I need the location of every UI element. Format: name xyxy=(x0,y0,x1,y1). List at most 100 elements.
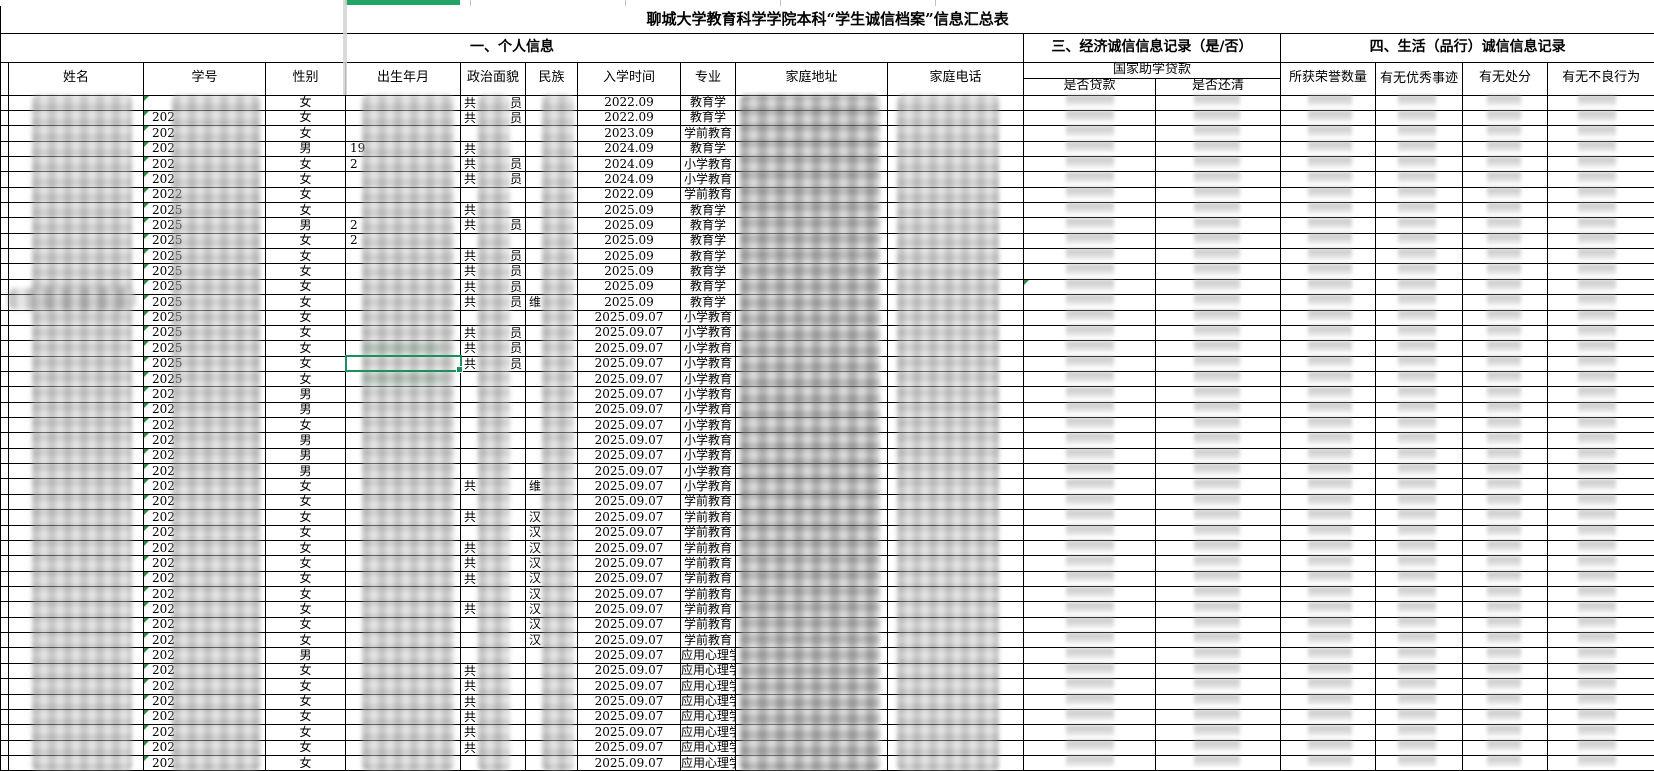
cell-deeds[interactable] xyxy=(1375,202,1463,219)
cell-deeds[interactable] xyxy=(1375,524,1463,541)
cell-political[interactable]: 共员 xyxy=(460,217,526,234)
cell-student-id[interactable]: 2025 xyxy=(143,202,266,219)
cell-misconduct[interactable] xyxy=(1546,109,1654,127)
cell-ethnicity[interactable]: 汉 xyxy=(525,616,578,634)
cell-phone[interactable] xyxy=(887,647,1024,664)
cell-punishment[interactable] xyxy=(1462,524,1548,541)
cell-address[interactable] xyxy=(735,478,888,495)
cell-ethnicity[interactable] xyxy=(525,463,578,480)
cell-gender[interactable]: 女 xyxy=(265,355,346,372)
cell-name[interactable] xyxy=(8,278,144,296)
cell-loan-taken[interactable] xyxy=(1023,217,1156,234)
cell-name[interactable] xyxy=(8,309,144,326)
cell-gender[interactable]: 女 xyxy=(265,155,346,173)
cell-birth[interactable] xyxy=(345,202,461,219)
cell-political[interactable]: 共 xyxy=(460,570,526,588)
cell-major[interactable]: 教育学 xyxy=(680,232,736,250)
cell-enroll-date[interactable]: 2025.09.07 xyxy=(577,401,681,419)
cell-birth[interactable] xyxy=(345,278,461,296)
cell-ethnicity[interactable] xyxy=(525,232,578,250)
cell-deeds[interactable] xyxy=(1375,263,1463,280)
cell-honors[interactable] xyxy=(1280,125,1376,142)
cell-enroll-date[interactable]: 2025.09.07 xyxy=(577,662,681,680)
cell-misconduct[interactable] xyxy=(1546,248,1654,265)
cell-loan-repaid[interactable] xyxy=(1155,539,1281,557)
cell-phone[interactable] xyxy=(887,739,1024,756)
cell-loan-taken[interactable] xyxy=(1023,678,1156,695)
cell-honors[interactable] xyxy=(1280,463,1376,480)
cell-loan-repaid[interactable] xyxy=(1155,478,1281,495)
cell-major[interactable]: 学前教育 xyxy=(680,539,736,557)
cell-loan-taken[interactable] xyxy=(1023,417,1156,434)
cell-deeds[interactable] xyxy=(1375,539,1463,557)
cell-political[interactable]: 共员 xyxy=(460,340,526,357)
cell-student-id[interactable]: 202 xyxy=(143,509,266,526)
cell-loan-taken[interactable] xyxy=(1023,309,1156,326)
cell-punishment[interactable] xyxy=(1462,555,1548,572)
cell-gender[interactable]: 男 xyxy=(265,463,346,480)
cell-loan-repaid[interactable] xyxy=(1155,724,1281,741)
cell-misconduct[interactable] xyxy=(1546,263,1654,280)
cell-address[interactable] xyxy=(735,355,888,372)
cell-misconduct[interactable] xyxy=(1546,340,1654,357)
cell-address[interactable] xyxy=(735,585,888,603)
cell-misconduct[interactable] xyxy=(1546,324,1654,342)
cell-deeds[interactable] xyxy=(1375,463,1463,480)
cell-name[interactable] xyxy=(8,539,144,557)
cell-major[interactable]: 小学教育 xyxy=(680,478,736,495)
cell-name[interactable] xyxy=(8,754,144,771)
col-header-gender[interactable]: 性别 xyxy=(265,61,346,96)
cell-address[interactable] xyxy=(735,678,888,695)
cell-punishment[interactable] xyxy=(1462,355,1548,372)
cell-political[interactable]: 共员 xyxy=(460,109,526,127)
cell-deeds[interactable] xyxy=(1375,232,1463,250)
cell-address[interactable] xyxy=(735,693,888,710)
cell-birth[interactable] xyxy=(345,524,461,541)
cell-birth[interactable] xyxy=(345,662,461,680)
cell-name[interactable] xyxy=(8,555,144,572)
cell-student-id[interactable]: 202 xyxy=(143,678,266,695)
cell-major[interactable]: 小学教育 xyxy=(680,432,736,449)
cell-phone[interactable] xyxy=(887,370,1024,388)
cell-birth[interactable] xyxy=(345,94,461,111)
cell-punishment[interactable] xyxy=(1462,417,1548,434)
cell-misconduct[interactable] xyxy=(1546,739,1654,756)
cell-address[interactable] xyxy=(735,616,888,634)
cell-honors[interactable] xyxy=(1280,632,1376,649)
col-header-enroll[interactable]: 入学时间 xyxy=(577,61,681,96)
cell-enroll-date[interactable]: 2025.09.07 xyxy=(577,539,681,557)
cell-address[interactable] xyxy=(735,739,888,756)
cell-phone[interactable] xyxy=(887,94,1024,111)
cell-phone[interactable] xyxy=(887,217,1024,234)
cell-misconduct[interactable] xyxy=(1546,217,1654,234)
cell-major[interactable]: 小学教育 xyxy=(680,386,736,403)
cell-address[interactable] xyxy=(735,432,888,449)
cell-birth[interactable] xyxy=(345,754,461,771)
cell-major[interactable]: 学前教育 xyxy=(680,616,736,634)
cell-deeds[interactable] xyxy=(1375,324,1463,342)
cell-loan-taken[interactable] xyxy=(1023,570,1156,588)
cell-student-id[interactable]: 202 xyxy=(143,401,266,419)
cell-gender[interactable]: 女 xyxy=(265,294,346,311)
cell-birth[interactable]: 19 xyxy=(345,140,461,157)
cell-political[interactable] xyxy=(460,186,526,204)
cell-punishment[interactable] xyxy=(1462,324,1548,342)
cell-honors[interactable] xyxy=(1280,739,1376,756)
cell-loan-repaid[interactable] xyxy=(1155,355,1281,372)
cell-phone[interactable] xyxy=(887,524,1024,541)
cell-birth[interactable] xyxy=(345,601,461,618)
cell-student-id[interactable]: 2025 xyxy=(143,217,266,234)
cell-gender[interactable]: 女 xyxy=(265,616,346,634)
cell-student-id[interactable]: 202 xyxy=(143,417,266,434)
cell-name[interactable] xyxy=(8,140,144,157)
cell-major[interactable]: 教育学 xyxy=(680,140,736,157)
cell-address[interactable] xyxy=(735,140,888,157)
cell-ethnicity[interactable] xyxy=(525,401,578,419)
cell-gender[interactable]: 女 xyxy=(265,678,346,695)
cell-ethnicity[interactable] xyxy=(525,386,578,403)
cell-political[interactable]: 共 xyxy=(460,509,526,526)
cell-name[interactable] xyxy=(8,386,144,403)
cell-address[interactable] xyxy=(735,202,888,219)
cell-student-id[interactable]: 2025 xyxy=(143,355,266,372)
cell-deeds[interactable] xyxy=(1375,754,1463,771)
